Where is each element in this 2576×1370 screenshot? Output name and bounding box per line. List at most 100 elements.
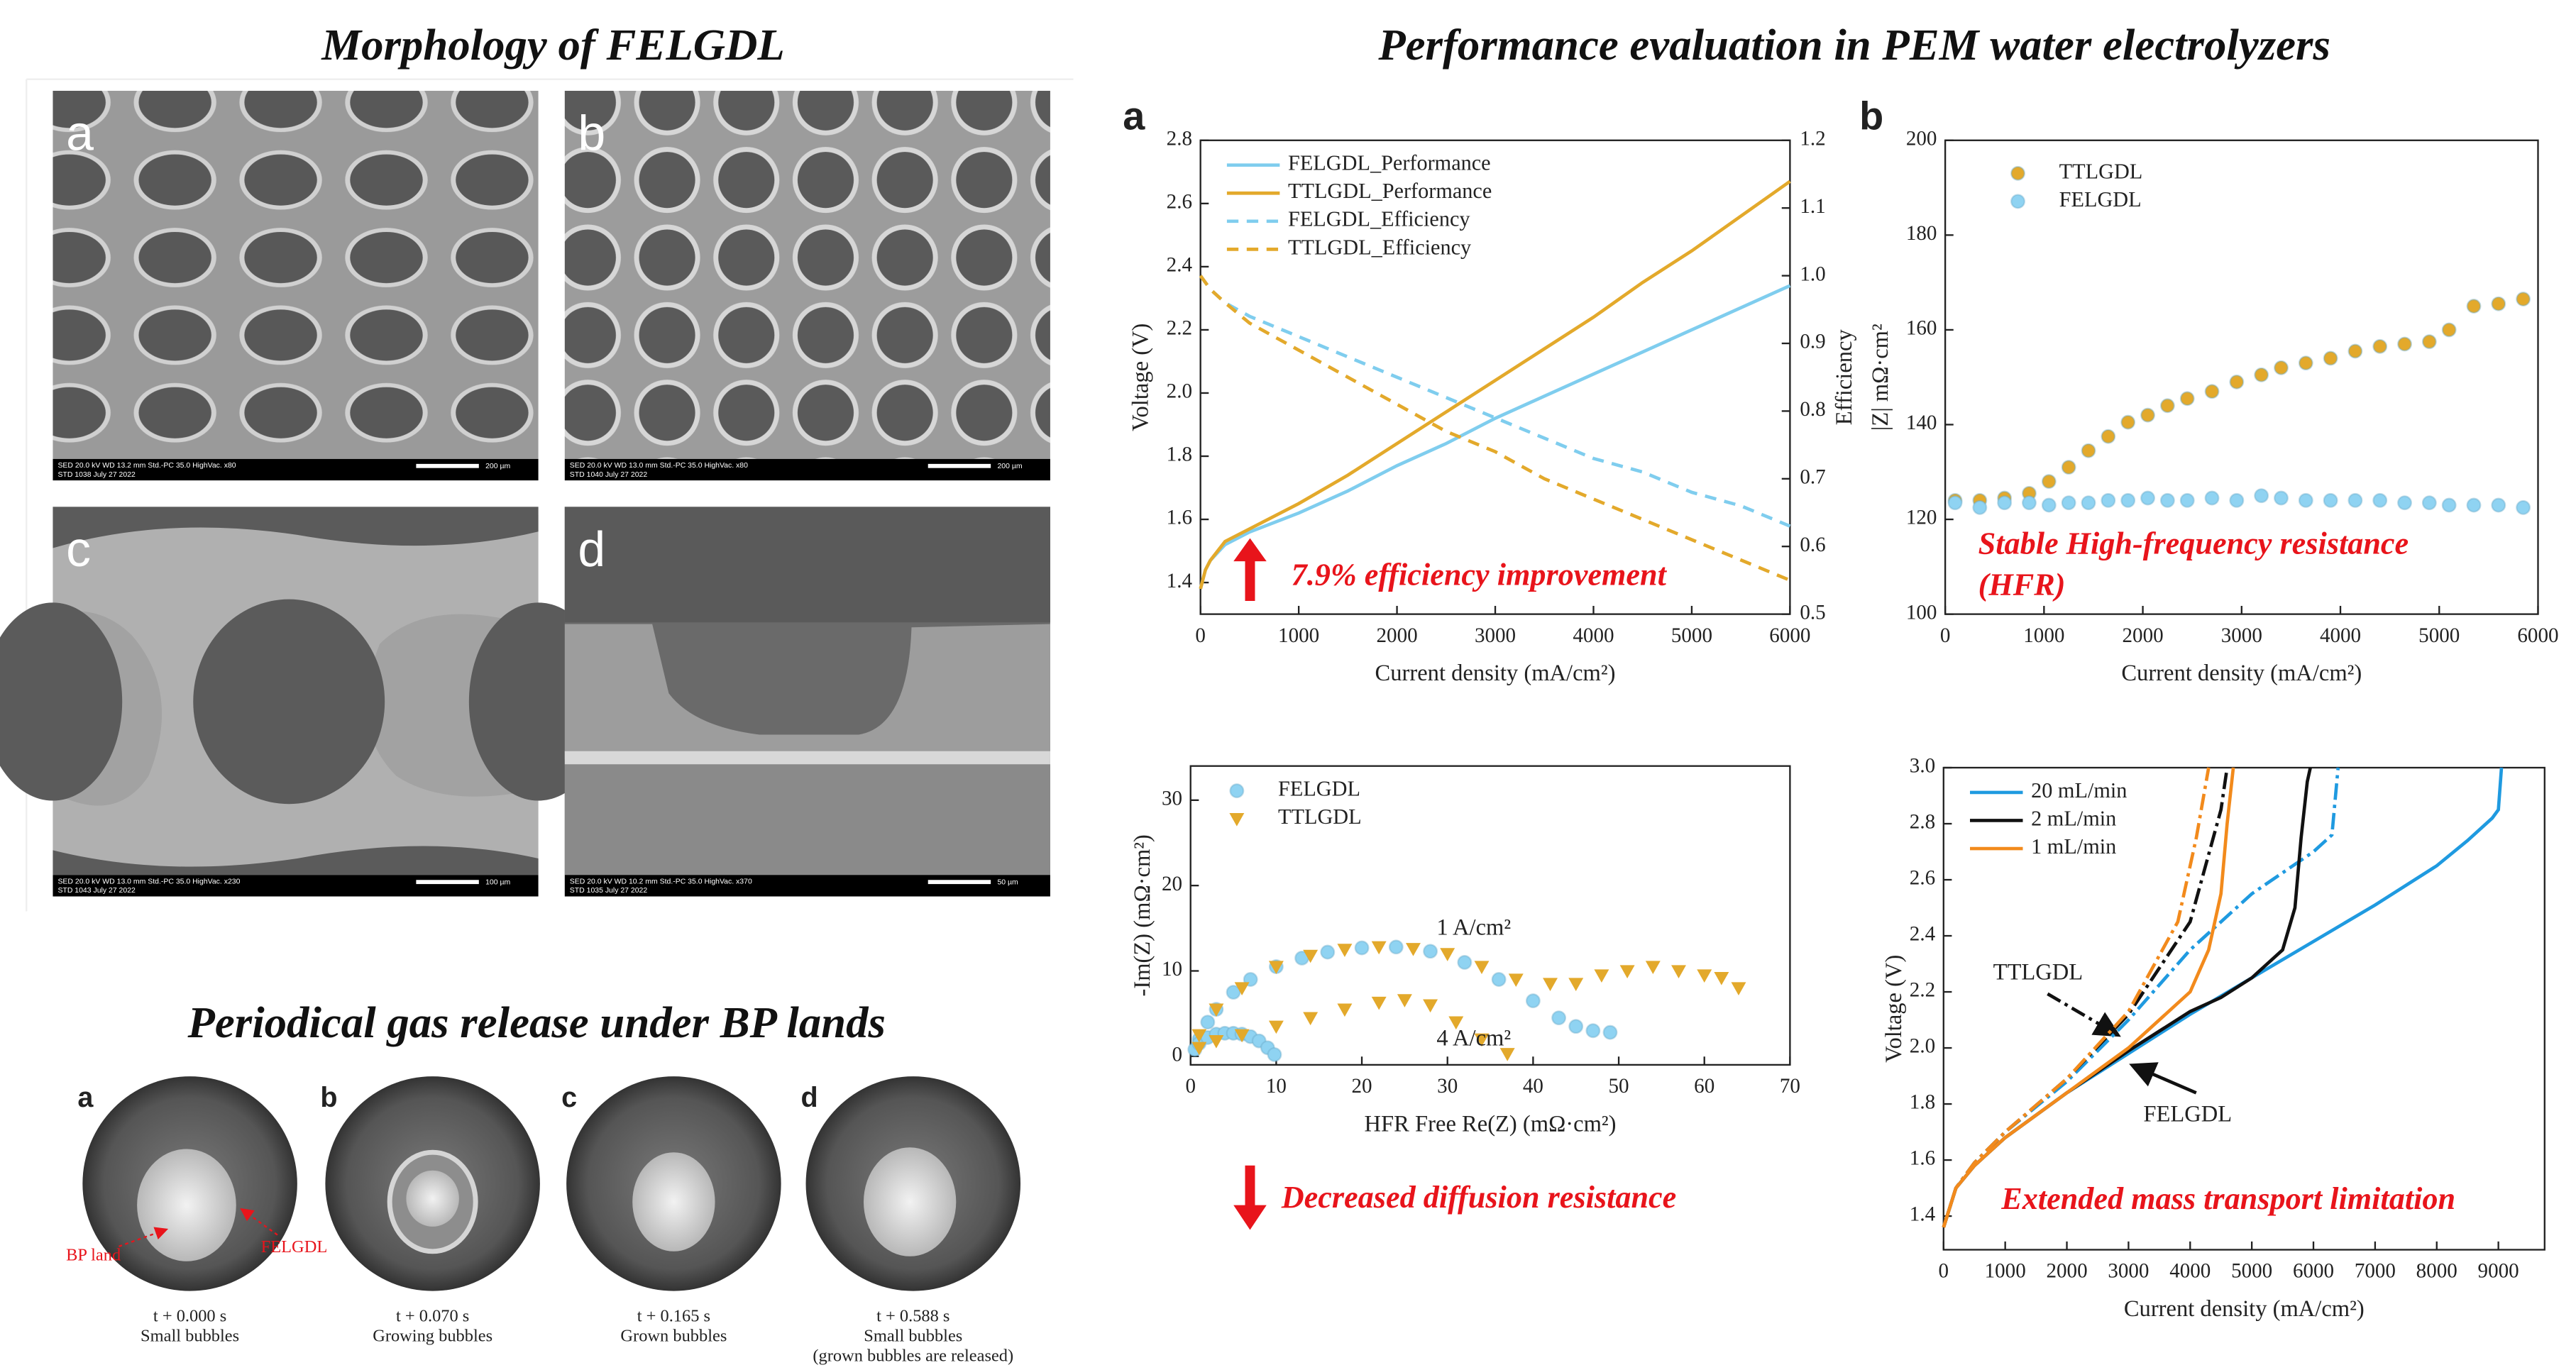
caption: (grown bubbles are released) bbox=[813, 1346, 1013, 1365]
x-tick-label: 30 bbox=[1437, 1075, 1458, 1098]
annotation: FELGDL bbox=[2143, 1101, 2232, 1127]
arrow bbox=[1233, 1166, 1267, 1230]
marker bbox=[1998, 496, 2011, 509]
marker bbox=[1594, 969, 1609, 983]
scale-bar bbox=[416, 880, 478, 884]
marker bbox=[2324, 494, 2338, 507]
marker bbox=[2274, 361, 2288, 375]
marker bbox=[1552, 1011, 1565, 1024]
x-axis-label: Current density (mA/cm²) bbox=[2121, 661, 2362, 686]
scale-label: 200 µm bbox=[485, 463, 510, 470]
sem-id: STD 1040 July 27 2022 bbox=[570, 471, 648, 479]
y2-tick-label: 0.7 bbox=[1800, 465, 1825, 488]
marker bbox=[1587, 1024, 1600, 1037]
x-tick-label: 6000 bbox=[2517, 624, 2558, 647]
marker bbox=[2121, 494, 2135, 507]
x-tick-label: 1000 bbox=[1985, 1260, 2026, 1283]
x-tick-label: 3000 bbox=[1475, 624, 1516, 647]
panel-label: b bbox=[320, 1082, 337, 1113]
y2-tick-label: 0.6 bbox=[1800, 534, 1825, 556]
legend-label: FELGDL bbox=[2059, 187, 2142, 211]
y-axis-label: Voltage (V) bbox=[1128, 324, 1154, 431]
annotation: TTLGDL bbox=[1993, 959, 2084, 985]
time-label: t + 0.165 s bbox=[637, 1306, 710, 1325]
legend-label: TTLGDL bbox=[2059, 159, 2143, 183]
panel-label: a bbox=[77, 1082, 94, 1113]
y2-tick-label: 0.5 bbox=[1800, 601, 1825, 624]
line bbox=[1944, 768, 2311, 1227]
marker bbox=[1526, 994, 1540, 1007]
panel-label: a bbox=[1123, 93, 1145, 138]
marker bbox=[2082, 444, 2096, 458]
x-tick-label: 1000 bbox=[1278, 624, 1319, 647]
y-tick-label: 20 bbox=[1162, 873, 1182, 895]
marker bbox=[1671, 965, 1686, 978]
panel-label: b bbox=[1859, 93, 1883, 138]
y-tick-label: 3.0 bbox=[1910, 755, 1935, 778]
marker bbox=[1509, 973, 1524, 987]
marker bbox=[1355, 941, 1369, 955]
marker bbox=[1646, 961, 1661, 974]
y-axis-label: |Z| mΩ·cm² bbox=[1868, 324, 1893, 431]
marker bbox=[2206, 385, 2219, 398]
y2-tick-label: 1.2 bbox=[1800, 127, 1825, 150]
x-tick-label: 1000 bbox=[2023, 624, 2064, 647]
annotation: Extended mass transport limitation bbox=[2000, 1181, 2455, 1216]
legend-label: FELGDL_Performance bbox=[1288, 151, 1491, 175]
y2-tick-label: 0.8 bbox=[1800, 398, 1825, 421]
marker bbox=[1714, 972, 1729, 985]
marker bbox=[2082, 496, 2096, 509]
panel-label: b bbox=[578, 106, 605, 161]
marker bbox=[2181, 392, 2194, 405]
marker bbox=[1475, 961, 1490, 974]
marker bbox=[2042, 499, 2056, 512]
y-tick-label: 2.4 bbox=[1910, 923, 1936, 946]
marker bbox=[2299, 494, 2313, 507]
scale-label: 100 µm bbox=[485, 879, 510, 887]
time-label: t + 0.000 s bbox=[153, 1306, 226, 1325]
marker bbox=[1568, 978, 1583, 991]
y-axis-label: Voltage (V) bbox=[1881, 955, 1907, 1063]
y-tick-label: 2.8 bbox=[1167, 127, 1192, 150]
marker bbox=[1397, 994, 1412, 1007]
x-tick-label: 8000 bbox=[2416, 1260, 2457, 1283]
photo-annotation: BP land bbox=[66, 1245, 121, 1264]
sem-info: SED 20.0 kV WD 13.2 mm Std.-PC 35.0 High… bbox=[57, 462, 236, 470]
x-tick-label: 2000 bbox=[1376, 624, 1417, 647]
marker bbox=[2042, 475, 2056, 488]
marker bbox=[1269, 1021, 1284, 1034]
marker bbox=[2230, 494, 2244, 507]
marker bbox=[2299, 356, 2313, 370]
x-tick-label: 10 bbox=[1266, 1075, 1287, 1098]
sem-info: SED 20.0 kV WD 13.0 mm Std.-PC 35.0 High… bbox=[57, 878, 240, 885]
y-tick-label: 160 bbox=[1906, 317, 1937, 340]
arrow bbox=[1233, 538, 1267, 601]
marker bbox=[2349, 494, 2362, 507]
caption: Grown bubbles bbox=[620, 1326, 727, 1345]
y-tick-label: 1.8 bbox=[1910, 1091, 1935, 1114]
annotation: (HFR) bbox=[1978, 568, 2066, 602]
y-tick-label: 30 bbox=[1162, 787, 1182, 810]
sem-info: SED 20.0 kV WD 13.0 mm Std.-PC 35.0 High… bbox=[570, 462, 748, 470]
marker bbox=[2373, 340, 2387, 353]
y-tick-label: 2.8 bbox=[1910, 811, 1935, 834]
sem-image bbox=[0, 91, 1050, 875]
marker bbox=[1697, 969, 1712, 983]
figure: Morphology of FELGDL Performance evaluat… bbox=[0, 0, 2576, 1370]
y2-tick-label: 1.1 bbox=[1800, 195, 1825, 218]
panel-label: c bbox=[66, 521, 91, 577]
x-tick-label: 0 bbox=[1195, 624, 1206, 647]
x-tick-label: 2000 bbox=[2122, 624, 2163, 647]
legend-label: 2 mL/min bbox=[2031, 806, 2116, 830]
marker bbox=[2492, 297, 2505, 311]
photo-annotation: FELGDL bbox=[261, 1237, 328, 1256]
annotation: Decreased diffusion resistance bbox=[1281, 1180, 1677, 1215]
marker bbox=[1303, 1012, 1318, 1026]
x-axis-label: Current density (mA/cm²) bbox=[2124, 1296, 2365, 1322]
marker bbox=[1372, 997, 1387, 1010]
marker bbox=[2516, 501, 2530, 514]
marker bbox=[1321, 946, 1334, 959]
y-tick-label: 1.6 bbox=[1910, 1147, 1935, 1170]
marker bbox=[1406, 943, 1421, 956]
x-tick-label: 5000 bbox=[2418, 624, 2460, 647]
